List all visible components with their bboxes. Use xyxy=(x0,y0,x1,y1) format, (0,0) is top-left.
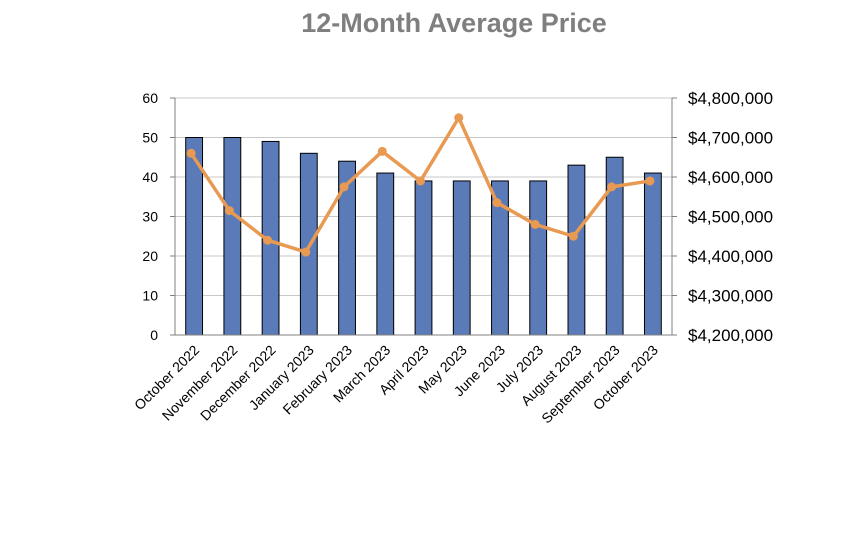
bar xyxy=(452,180,471,336)
price-point xyxy=(568,231,578,241)
y2-tick-label: $4,600,000 xyxy=(688,168,773,187)
price-point xyxy=(186,148,196,158)
price-point xyxy=(377,146,387,156)
y2-tick-label: $4,400,000 xyxy=(688,247,773,266)
price-point xyxy=(301,247,311,257)
bar xyxy=(643,172,662,336)
y2-tick-label: $4,500,000 xyxy=(688,208,773,227)
price-point xyxy=(530,219,540,229)
price-point xyxy=(224,206,234,216)
y2-tick-label: $4,700,000 xyxy=(688,129,773,148)
price-point xyxy=(492,198,502,208)
price-point xyxy=(339,182,349,192)
bar xyxy=(376,172,395,336)
y-tick-label: 40 xyxy=(142,169,158,185)
bar xyxy=(223,137,242,336)
y-tick-label: 50 xyxy=(142,130,158,146)
y-tick-label: 30 xyxy=(142,209,158,225)
y2-tick-label: $4,200,000 xyxy=(688,326,773,345)
price-point xyxy=(607,182,617,192)
bar xyxy=(529,180,548,336)
y-tick-label: 0 xyxy=(150,327,158,343)
price-point xyxy=(454,113,464,123)
price-point xyxy=(416,176,425,186)
x-tick-label: October 2022 xyxy=(131,342,202,413)
y2-tick-label: $4,800,000 xyxy=(688,89,773,108)
y2-tick-label: $4,300,000 xyxy=(688,287,773,306)
price-point xyxy=(645,176,655,186)
chart-title: 12-Month Average Price xyxy=(301,8,607,38)
y-tick-label: 60 xyxy=(142,90,158,106)
bar xyxy=(567,164,586,336)
price-point xyxy=(263,235,273,245)
bar xyxy=(414,180,433,336)
y-tick-label: 10 xyxy=(142,288,158,304)
y-tick-label: 20 xyxy=(142,248,158,264)
